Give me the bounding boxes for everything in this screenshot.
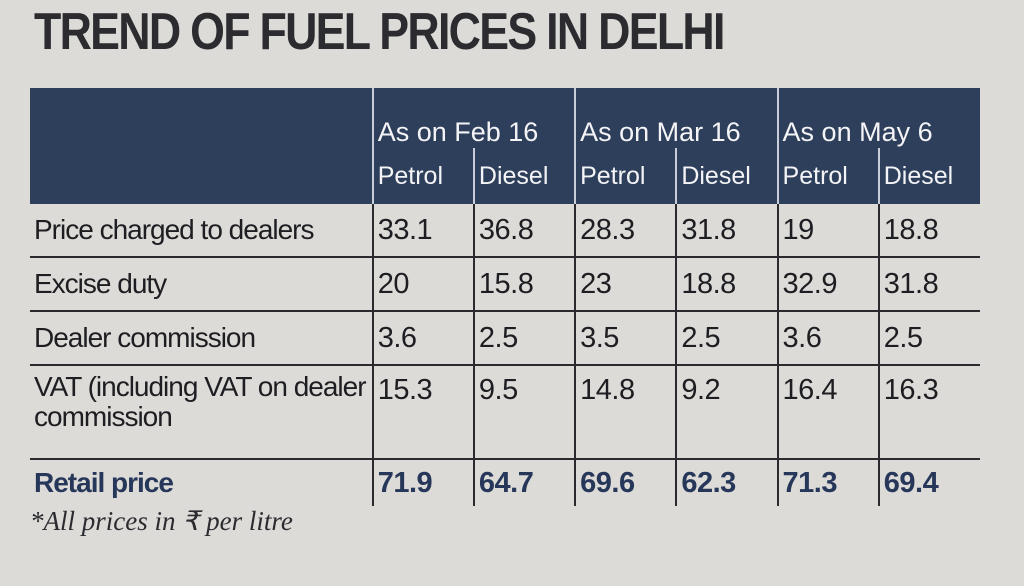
- table-cell: 69.6: [574, 459, 677, 506]
- fuel-type-header: Diesel: [877, 148, 980, 204]
- fuel-type-header: Petrol: [776, 148, 879, 204]
- table-cell: 19: [776, 204, 879, 258]
- table-cell: 16.4: [776, 365, 879, 460]
- corner-cell: [30, 88, 373, 148]
- fuel-type-header-row: Petrol Diesel Petrol Diesel Petrol Diese…: [30, 148, 980, 204]
- table-cell: 16.3: [877, 365, 980, 460]
- period-header-mar16: As on Mar 16: [574, 88, 778, 148]
- table-cell: 23: [574, 257, 677, 312]
- table-cell: 71.3: [776, 459, 879, 506]
- table-cell: 62.3: [675, 459, 778, 506]
- table-cell: 31.8: [675, 204, 778, 258]
- row-label: Retail price: [34, 467, 174, 498]
- table-cell: 36.8: [472, 204, 576, 258]
- fuel-price-table: As on Feb 16 As on Mar 16 As on May 6 Pe…: [30, 88, 980, 506]
- table-row: Dealer commission 3.6 2.5 3.5 2.5 3.6 2.…: [30, 311, 980, 366]
- table-cell: 31.8: [877, 257, 980, 312]
- table-cell: 33.1: [371, 204, 474, 258]
- table-cell: 3.6: [371, 311, 474, 366]
- table-cell: 9.2: [675, 365, 778, 460]
- fuel-type-header: Diesel: [472, 148, 576, 204]
- row-label: Price charged to dealers: [30, 204, 373, 258]
- footnote: *All prices in ₹ per litre: [30, 506, 293, 536]
- period-header-may6: As on May 6: [776, 88, 980, 148]
- table-cell: 2.5: [675, 311, 778, 366]
- table-row: Excise duty 20 15.8 23 18.8 32.9 31.8: [30, 257, 980, 312]
- corner-cell: [30, 148, 373, 204]
- page-title: TREND OF FUEL PRICES IN DELHI: [34, 3, 725, 61]
- table-cell: 9.5: [472, 365, 576, 460]
- table-cell: 32.9: [776, 257, 879, 312]
- period-header-row: As on Feb 16 As on Mar 16 As on May 6: [30, 88, 980, 148]
- table-cell: 18.8: [675, 257, 778, 312]
- retail-price-row: Retail price 71.9 64.7 69.6 62.3 71.3 69…: [30, 459, 980, 506]
- table-cell: 69.4: [877, 459, 980, 506]
- table-row: VAT (including VAT on dealer commission …: [30, 365, 980, 460]
- fuel-type-header: Petrol: [574, 148, 677, 204]
- table-cell: 2.5: [877, 311, 980, 366]
- fuel-type-header: Petrol: [371, 148, 474, 204]
- table-cell: 64.7: [472, 459, 576, 506]
- table-cell: 20: [371, 257, 474, 312]
- table-cell: 71.9: [371, 459, 474, 506]
- table-cell: 28.3: [574, 204, 677, 258]
- row-label: Excise duty: [30, 257, 373, 312]
- table-cell: 15.8: [472, 257, 576, 312]
- period-header-feb16: As on Feb 16: [371, 88, 576, 148]
- table-row: Price charged to dealers 33.1 36.8 28.3 …: [30, 204, 980, 258]
- table-cell: 2.5: [472, 311, 576, 366]
- table-cell: 3.5: [574, 311, 677, 366]
- row-label: Dealer commission: [30, 311, 373, 366]
- table-cell: 14.8: [574, 365, 677, 460]
- table-cell: 15.3: [371, 365, 474, 460]
- fuel-type-header: Diesel: [675, 148, 778, 204]
- table-cell: 18.8: [877, 204, 980, 258]
- row-label: VAT (including VAT on dealer commission: [30, 365, 373, 460]
- table-cell: 3.6: [776, 311, 879, 366]
